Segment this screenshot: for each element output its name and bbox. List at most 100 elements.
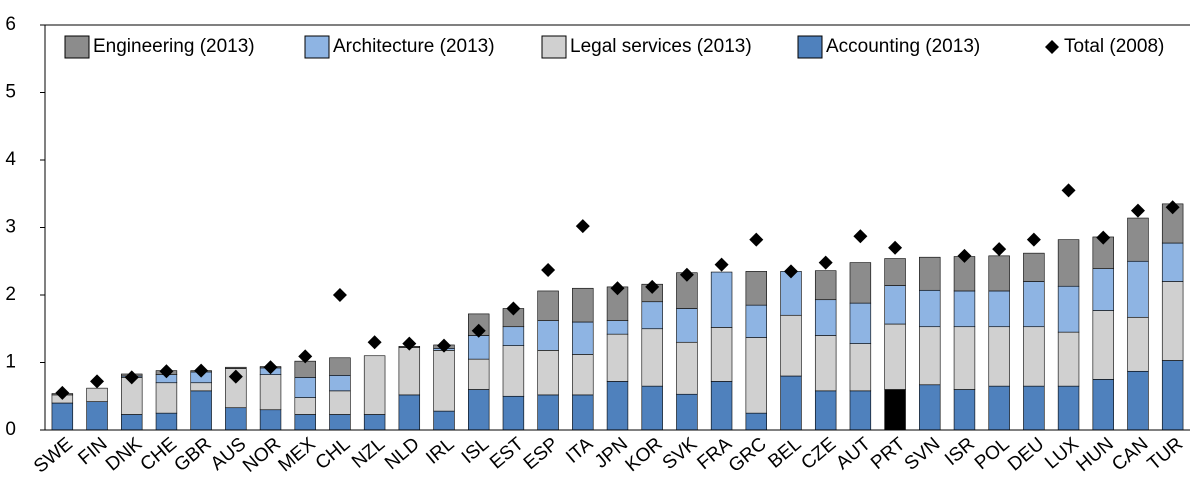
bar-segment [988,290,1010,328]
x-tick-label: CAN [1108,434,1152,476]
x-tick-label: ISL [458,434,493,468]
total-marker [332,288,347,302]
bar-segment [225,366,247,369]
bar-segment [363,355,386,415]
total-marker [541,263,556,278]
x-tick-label: CZE [798,434,841,475]
bar-segment [1161,242,1184,282]
bar-segment [329,414,351,431]
total-marker [992,242,1007,257]
bar-segment [572,287,594,323]
bar-segment [363,414,386,431]
total-marker [749,232,764,247]
x-tick-label: PRT [867,433,910,474]
bar-segment [51,402,74,431]
legend-swatch [64,35,90,59]
bar-segment [572,321,594,355]
bar-segment [1057,239,1080,287]
bar-segment [155,412,178,431]
total-marker [1026,232,1041,247]
x-tick-label: JPN [591,434,632,473]
bar-segment [953,290,976,328]
bar-segment [329,390,351,415]
bar-segment [190,382,212,392]
bar-segment [814,390,837,431]
bar-segment [1127,370,1149,431]
bar-segment [329,375,351,392]
bar-segment [1057,331,1080,387]
total-marker [888,240,903,255]
x-tick-label: EST [486,433,528,473]
bar-segment [919,384,941,431]
bar-segment [1127,316,1149,372]
bar-segment [537,290,559,321]
bar-segment [780,375,802,431]
bar-segment [919,256,941,291]
bar-segment [329,357,351,376]
bar-segment [1023,385,1045,431]
bar-segment [953,389,976,431]
bar-segment [745,337,767,414]
total-marker [1165,200,1180,215]
bar-segment [225,407,247,431]
bar-segment [606,333,629,382]
y-tick-label: 1 [5,352,16,373]
x-tick-label: SVK [659,433,702,474]
bar-segment [676,393,698,431]
total-marker [506,301,521,316]
bar-segment [433,350,455,412]
bar-segment [155,382,178,414]
legend-label: Architecture (2013) [333,36,495,57]
bar-segment [1057,285,1080,333]
total-marker [1061,183,1076,198]
bar-segment [294,377,316,398]
bar-segment [1023,252,1045,282]
bar-segment [849,390,872,431]
bar-segment [780,314,802,377]
legend-swatch [541,35,567,59]
bar-segment [953,326,976,390]
bar-segment [1023,326,1045,387]
bar-segment [294,414,316,431]
bar-segment [537,320,559,351]
bar-segment [1092,310,1114,380]
bar-segment [259,409,282,431]
x-tick-label: ITA [562,433,597,467]
bar-segment [537,394,559,431]
x-tick-label: CHE [137,434,181,476]
bar-segment [398,394,421,431]
bar-segment [572,394,594,431]
legend-label: Accounting (2013) [826,36,980,57]
total-marker [194,363,209,378]
bar-segment [433,410,455,431]
bar-segment [884,389,906,431]
bar-segment [468,389,490,431]
total-marker [298,349,313,364]
bar-segment [86,401,108,431]
x-tick-label: DNK [102,433,146,475]
legend-label: Legal services (2013) [570,36,752,57]
bar-segment [814,299,837,336]
bar-segment [988,255,1010,292]
bar-segment [814,270,837,301]
total-marker [471,323,486,338]
x-tick-label: HUN [1073,434,1118,477]
total-marker [55,385,70,400]
bar-segment [1092,268,1114,311]
bar-segment [537,350,559,396]
bar-segment [676,308,698,343]
x-tick-label: CHL [312,434,355,475]
bar-segment [641,301,663,330]
bar-segment [919,289,941,328]
bar-segment [468,358,490,390]
bar-segment [121,414,143,431]
bar-segment [641,385,663,431]
legend-swatch [797,35,823,59]
bar-segment [294,360,316,378]
bar-segment [641,328,663,387]
bar-segment [1057,385,1080,431]
legend-label: Engineering (2013) [93,36,255,57]
bar-segment [919,326,941,386]
total-marker [818,255,833,270]
